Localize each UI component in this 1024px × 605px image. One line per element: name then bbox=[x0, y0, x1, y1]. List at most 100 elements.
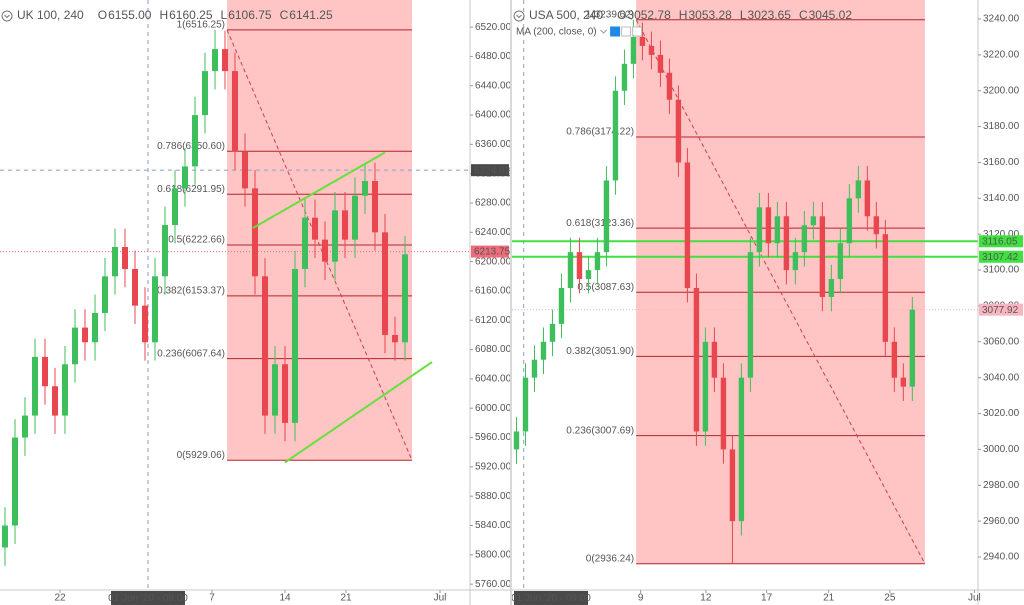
indicator-button[interactable] bbox=[632, 26, 643, 37]
indicator-button[interactable] bbox=[621, 26, 632, 37]
indicator-button[interactable] bbox=[610, 26, 621, 37]
price-tag bbox=[471, 245, 509, 258]
candle-body bbox=[882, 234, 889, 342]
collapse-icon[interactable] bbox=[513, 10, 525, 22]
y-tick-label: 6000.00 bbox=[475, 403, 512, 414]
y-tick-label: 3220.00 bbox=[983, 50, 1020, 61]
candle-body bbox=[262, 276, 268, 416]
price-tag-label: 6213.75 bbox=[474, 247, 511, 258]
candle-body bbox=[756, 207, 763, 253]
fib-label: 0.382(3051.90) bbox=[566, 346, 634, 357]
y-tick-label: 3120.00 bbox=[983, 229, 1020, 240]
candle-body bbox=[372, 181, 378, 233]
plot-area: 1(6516.25) 0.786(6350.60) 0.618(6291.95) 0.… bbox=[0, 0, 470, 590]
fib-label: 0.618(3123.36) bbox=[566, 218, 634, 229]
y-tick-label: 3000.00 bbox=[983, 444, 1020, 455]
candle-body bbox=[162, 225, 168, 277]
quote-value: 6155.00 bbox=[108, 8, 152, 22]
icon-circle bbox=[1, 10, 13, 22]
candle-body bbox=[783, 216, 790, 271]
candle-body bbox=[720, 377, 727, 450]
candle-body bbox=[576, 252, 583, 280]
candle-body bbox=[2, 525, 8, 548]
quote-key: C bbox=[799, 8, 808, 22]
chart-panel: 1(3239.62) 0.786(3174.22) 0.618(3123.36) 0.… bbox=[511, 0, 1024, 605]
y-tick-label: 5920.00 bbox=[475, 462, 512, 473]
candle-body bbox=[112, 246, 118, 277]
candle-body bbox=[102, 276, 108, 313]
quote-key: O bbox=[617, 8, 626, 22]
candle-body bbox=[837, 243, 844, 280]
fib-label: 0.786(6350.60) bbox=[157, 141, 225, 152]
trendline bbox=[252, 151, 386, 229]
collapse-icon[interactable] bbox=[1, 10, 13, 22]
x-tick-label: Jul bbox=[434, 593, 447, 604]
y-tick-label: 6480.00 bbox=[475, 51, 512, 62]
y-tick-label: 5840.00 bbox=[475, 520, 512, 531]
x-tick-label: 14 bbox=[279, 593, 291, 604]
y-tick-label: 2940.00 bbox=[983, 552, 1020, 563]
candle-body bbox=[801, 225, 808, 253]
crosshair-price-label: 6324.82 bbox=[474, 165, 511, 176]
quote-value: 3045.02 bbox=[809, 8, 853, 22]
candle-body bbox=[657, 54, 664, 73]
candle-body bbox=[639, 36, 646, 46]
candle-body bbox=[52, 386, 58, 416]
candle-body bbox=[362, 181, 368, 196]
candle-body bbox=[729, 449, 736, 522]
y-tick-label: 3240.00 bbox=[983, 14, 1020, 25]
candle-body bbox=[142, 305, 148, 343]
candle-body bbox=[392, 334, 398, 343]
x-tick-label: 21 bbox=[823, 593, 835, 604]
candle-body bbox=[585, 270, 592, 280]
candle-body bbox=[675, 99, 682, 163]
y-tick-label: 3160.00 bbox=[983, 157, 1020, 168]
quote-key: H bbox=[679, 8, 688, 22]
fib-diagonal bbox=[226, 29, 413, 461]
indicator-menu[interactable] bbox=[600, 29, 607, 34]
candle-body bbox=[92, 312, 98, 343]
candle-body bbox=[232, 71, 238, 152]
candle-body bbox=[774, 216, 781, 244]
y-tick-label: 6360.00 bbox=[475, 139, 512, 150]
quote-value: 3023.65 bbox=[748, 8, 792, 22]
y-tick-label: 3180.00 bbox=[983, 121, 1020, 132]
candle-body bbox=[594, 252, 601, 271]
icon-circle bbox=[513, 10, 525, 22]
candle-body bbox=[32, 356, 38, 416]
trendline bbox=[284, 361, 433, 464]
icon-chevron bbox=[4, 14, 10, 19]
candle-body bbox=[864, 180, 871, 217]
crosshair-time-tag bbox=[514, 591, 588, 605]
symbol-title: UK 100, 240 bbox=[17, 8, 84, 22]
candle-body bbox=[172, 188, 178, 226]
y-tick-label: 3200.00 bbox=[983, 85, 1020, 96]
candle-body bbox=[792, 252, 799, 271]
price-tag-label: 3107.42 bbox=[982, 252, 1019, 263]
y-tick-label: 6080.00 bbox=[475, 344, 512, 355]
y-tick-label: 6400.00 bbox=[475, 110, 512, 121]
candle-body bbox=[382, 232, 388, 335]
fib-label: 0(2936.24) bbox=[586, 553, 634, 564]
quote-key: O bbox=[98, 8, 107, 22]
candle-body bbox=[702, 341, 709, 432]
y-tick-label: 5800.00 bbox=[475, 549, 512, 560]
x-tick-label: Jul bbox=[968, 593, 981, 604]
crosshair-price-tag bbox=[471, 164, 509, 177]
fib-label: 0.5(3087.63) bbox=[577, 282, 634, 293]
fib-label: 0.786(3174.22) bbox=[566, 127, 634, 138]
candle-body bbox=[711, 341, 718, 378]
candle-body bbox=[855, 180, 862, 199]
quote-value: 3053.28 bbox=[688, 8, 732, 22]
candle-body bbox=[352, 195, 358, 240]
candle-body bbox=[202, 71, 208, 116]
y-tick-label: 6280.00 bbox=[475, 198, 512, 209]
y-tick-label: 6160.00 bbox=[475, 286, 512, 297]
candle-body bbox=[684, 162, 691, 289]
candle-body bbox=[567, 252, 574, 289]
fib-label: 1(3239.62) bbox=[586, 9, 634, 20]
quote-key: H bbox=[159, 8, 168, 22]
crosshair-time-label: 01 Jun '20 - 09:00 bbox=[108, 593, 188, 604]
candle-body bbox=[900, 377, 907, 387]
